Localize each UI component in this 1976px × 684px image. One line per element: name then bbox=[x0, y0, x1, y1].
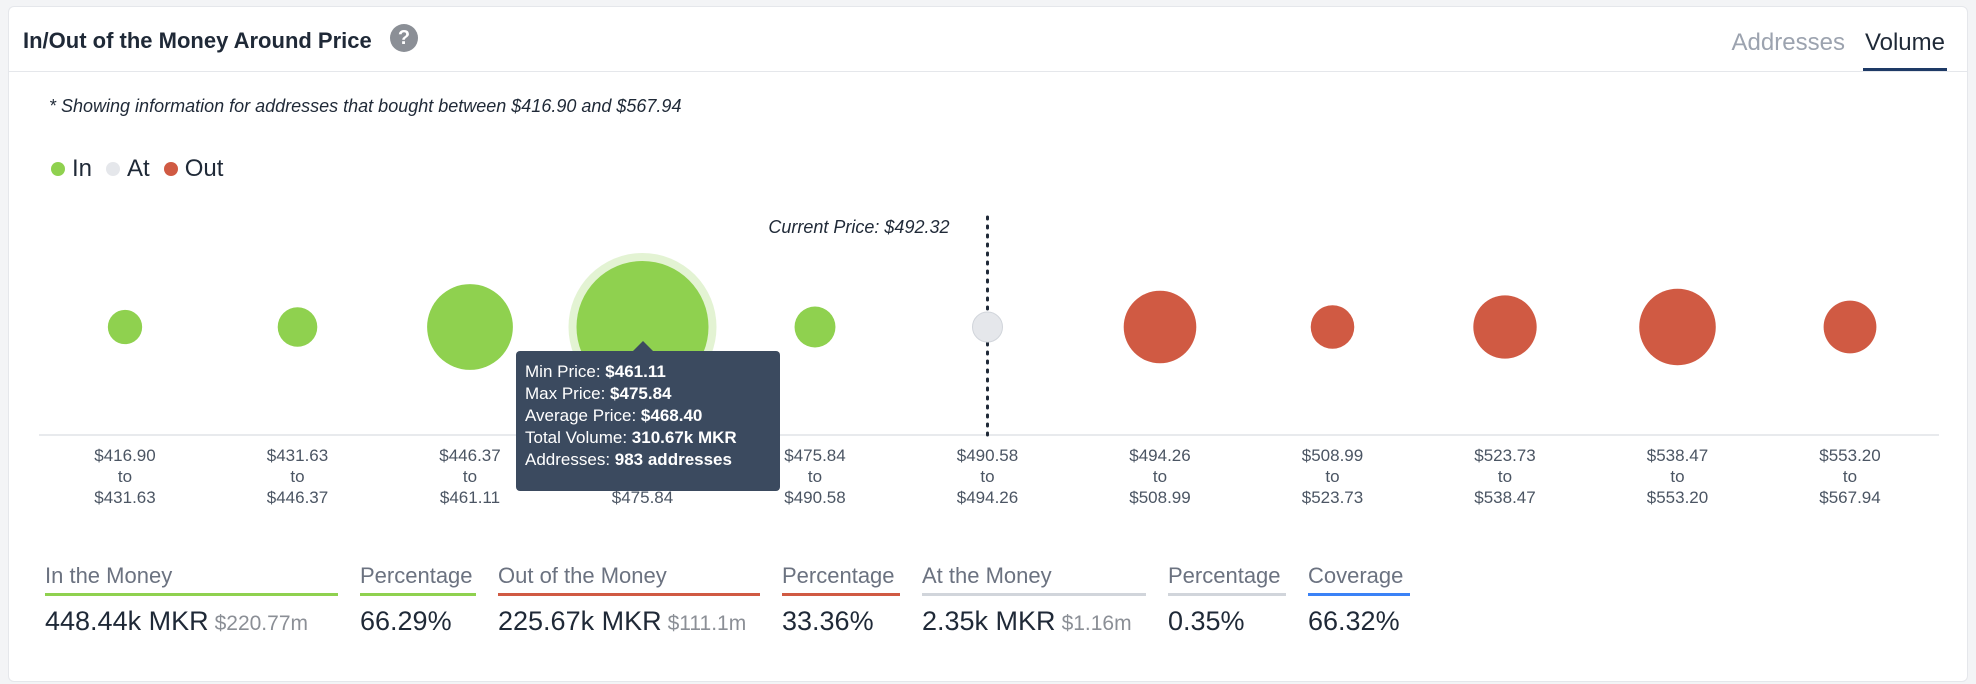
view-tabs: Addresses Volume bbox=[1730, 27, 1947, 71]
legend-item-out[interactable]: Out bbox=[163, 155, 224, 183]
bubble-in bbox=[427, 284, 513, 370]
summary-stats: In the Money 448.44k MKR $220.77m Percent… bbox=[45, 563, 1432, 637]
bucket-range-label: $494.26 to $508.99 bbox=[1129, 446, 1190, 507]
bubble-out bbox=[1639, 288, 1716, 366]
tooltip-row: Average Price: $468.40 bbox=[525, 406, 703, 425]
bubble-out bbox=[1473, 295, 1537, 359]
legend-dot-in-icon bbox=[51, 162, 65, 176]
bucket-range-label: $416.90 to $431.63 bbox=[94, 446, 155, 507]
stat-at-the-money: At the Money 2.35k MKR $1.16m bbox=[922, 563, 1146, 637]
bubble-out bbox=[1123, 290, 1197, 364]
legend-dot-out-icon bbox=[163, 162, 178, 176]
tooltip-row: Addresses: 983 addresses bbox=[525, 450, 732, 469]
panel-title: In/Out of the Money Around Price bbox=[23, 28, 372, 53]
bubble-chart: Current Price: $492.32 $416.90 to $431.63 $4… bbox=[39, 215, 1939, 507]
current-price-label: Current Price: $492.32 bbox=[768, 217, 949, 237]
stat-coverage: Coverage 66.32% bbox=[1308, 563, 1410, 637]
panel-header: In/Out of the Money Around Price ? Addre… bbox=[9, 7, 1967, 72]
bubble-out bbox=[1823, 300, 1877, 354]
stat-at-percentage: Percentage 0.35% bbox=[1168, 563, 1286, 637]
legend-dot-at-icon bbox=[106, 162, 121, 176]
legend-item-at[interactable]: At bbox=[106, 155, 150, 183]
tooltip-row: Total Volume: 310.67k MKR bbox=[525, 428, 737, 447]
legend-label-at: At bbox=[127, 155, 150, 182]
bucket-range-label: $523.73 to $538.47 bbox=[1474, 446, 1535, 507]
bucket-range-label: $431.63 to $446.37 bbox=[267, 446, 328, 507]
bucket-range-label: $446.37 to $461.11 bbox=[439, 446, 500, 507]
stat-in-percentage: Percentage 66.29% bbox=[360, 563, 476, 637]
stat-out-of-the-money: Out of the Money 225.67k MKR $111.1m bbox=[498, 563, 760, 637]
bubble-at bbox=[972, 311, 1003, 343]
tooltip-row: Max Price: $475.84 bbox=[525, 384, 672, 403]
bubble-in bbox=[277, 307, 318, 347]
bubble-out bbox=[1310, 305, 1355, 349]
iomap-panel: In/Out of the Money Around Price ? Addre… bbox=[8, 6, 1968, 682]
tab-addresses[interactable]: Addresses bbox=[1731, 29, 1845, 56]
bubble-in bbox=[794, 306, 836, 348]
legend-label-in: In bbox=[72, 155, 93, 182]
legend-label-out: Out bbox=[184, 155, 224, 182]
question-circle-icon[interactable]: ? bbox=[390, 24, 418, 52]
legend: In At Out bbox=[51, 155, 223, 183]
bucket-range-label: $490.58 to $494.26 bbox=[957, 446, 1018, 507]
stat-in-the-money: In the Money 448.44k MKR $220.77m bbox=[45, 563, 338, 637]
legend-item-in[interactable]: In bbox=[51, 155, 92, 183]
stat-out-percentage: Percentage 33.36% bbox=[782, 563, 900, 637]
bucket-range-label: $538.47 to $553.20 bbox=[1647, 446, 1708, 507]
bucket-range-label: $475.84 to $490.58 bbox=[784, 446, 845, 507]
bubble-tooltip: Min Price: $461.11 Max Price: $475.84 Av… bbox=[516, 341, 780, 491]
bucket-range-label: $508.99 to $523.73 bbox=[1302, 446, 1363, 507]
bucket-range-label: $553.20 to $567.94 bbox=[1819, 446, 1880, 507]
range-note: * Showing information for addresses that… bbox=[49, 96, 682, 116]
bubble-in bbox=[107, 309, 143, 345]
tab-volume[interactable]: Volume bbox=[1862, 27, 1947, 71]
tooltip-row: Min Price: $461.11 bbox=[525, 362, 666, 381]
